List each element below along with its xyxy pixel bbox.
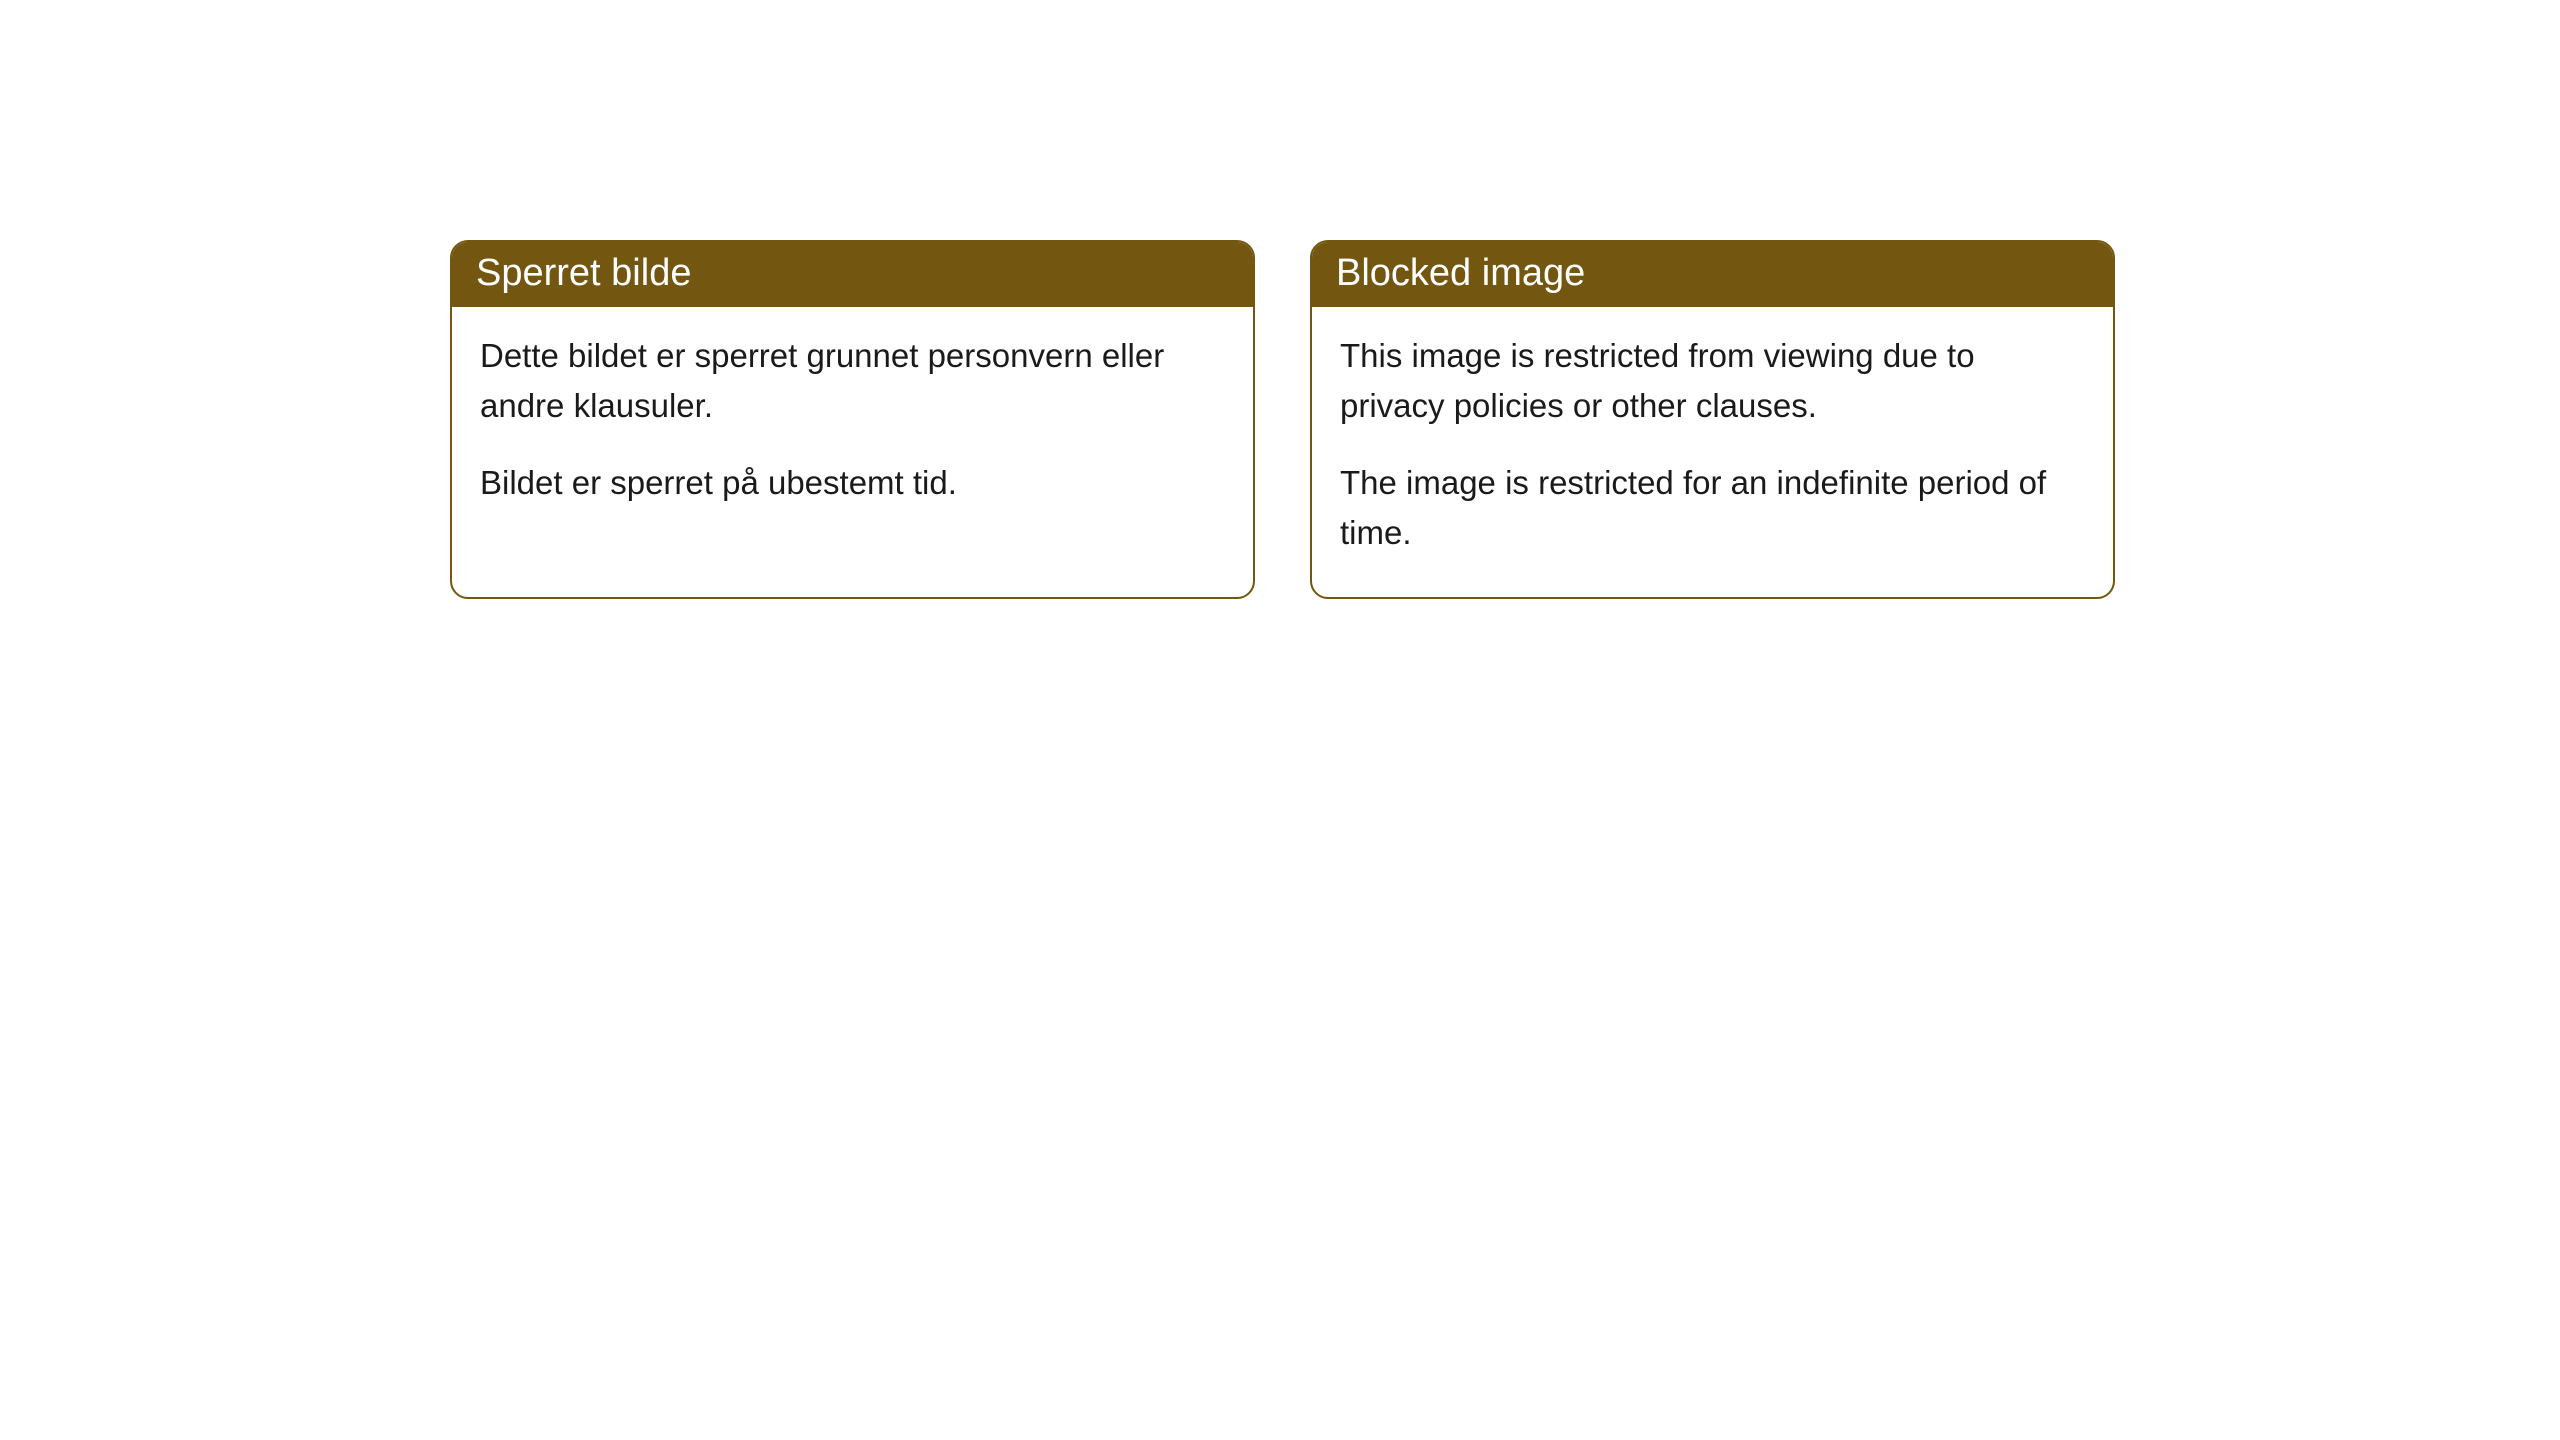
card-english: Blocked image This image is restricted f… bbox=[1310, 240, 2115, 599]
card-paragraph-2-norwegian: Bildet er sperret på ubestemt tid. bbox=[480, 458, 1225, 508]
card-paragraph-2-english: The image is restricted for an indefinit… bbox=[1340, 458, 2085, 557]
card-body-english: This image is restricted from viewing du… bbox=[1312, 307, 2113, 597]
card-paragraph-1-english: This image is restricted from viewing du… bbox=[1340, 331, 2085, 430]
card-body-norwegian: Dette bildet er sperret grunnet personve… bbox=[452, 307, 1253, 548]
cards-container: Sperret bilde Dette bildet er sperret gr… bbox=[0, 0, 2560, 599]
card-paragraph-1-norwegian: Dette bildet er sperret grunnet personve… bbox=[480, 331, 1225, 430]
card-norwegian: Sperret bilde Dette bildet er sperret gr… bbox=[450, 240, 1255, 599]
card-header-norwegian: Sperret bilde bbox=[452, 242, 1253, 307]
card-header-english: Blocked image bbox=[1312, 242, 2113, 307]
